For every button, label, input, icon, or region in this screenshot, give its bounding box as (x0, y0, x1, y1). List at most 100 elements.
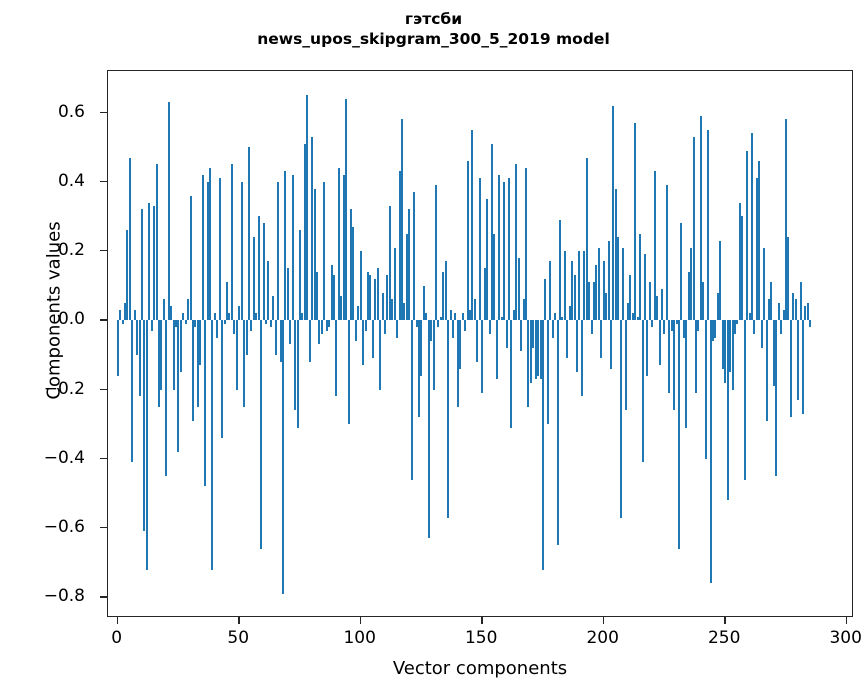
bar (128, 157, 131, 321)
x-tick-label: 300 (829, 628, 862, 648)
bar (665, 185, 668, 321)
bar (782, 309, 785, 321)
bar (585, 157, 588, 321)
y-tick-label: −0.8 (43, 586, 85, 607)
bar (420, 320, 423, 376)
bar (133, 309, 136, 321)
bar (320, 320, 323, 335)
bar (503, 181, 506, 321)
bar (488, 320, 491, 335)
bar (590, 320, 593, 335)
bar (792, 292, 795, 321)
bar (126, 230, 129, 321)
bar (750, 133, 753, 321)
bar (294, 320, 297, 411)
bar (663, 320, 666, 335)
bar (575, 320, 578, 373)
bar (517, 257, 520, 321)
bar (797, 320, 800, 400)
bar (274, 320, 277, 355)
bar (255, 313, 258, 321)
bar (367, 271, 369, 321)
bar (639, 233, 642, 321)
bar (250, 320, 253, 331)
bar (362, 320, 365, 366)
bar (656, 296, 659, 321)
bar (712, 320, 715, 342)
bar (619, 320, 622, 518)
bar (653, 171, 656, 321)
bar (612, 105, 615, 321)
bar (614, 188, 617, 321)
bar (765, 320, 768, 421)
bar (121, 320, 124, 324)
bar (748, 313, 751, 321)
bar (726, 320, 729, 501)
bar (192, 320, 195, 421)
bar (573, 275, 576, 321)
bar (408, 209, 411, 321)
bar (379, 320, 382, 390)
bar (286, 268, 289, 321)
bar (401, 119, 404, 321)
y-axis-label: Components values (43, 221, 65, 400)
bar (325, 320, 328, 331)
bar (247, 147, 250, 321)
bar (452, 320, 455, 338)
bar (702, 282, 705, 321)
bar (471, 129, 474, 321)
bar (755, 178, 758, 321)
bar (141, 209, 144, 321)
bar (505, 320, 508, 348)
bar (252, 237, 255, 321)
bar (238, 306, 241, 321)
bar (605, 292, 608, 321)
bar (172, 320, 175, 390)
bar (257, 216, 260, 321)
bar (301, 313, 304, 321)
bar (386, 275, 389, 321)
bar (119, 309, 122, 321)
y-tick-mark (100, 111, 107, 113)
bar (427, 320, 430, 539)
bar (243, 320, 246, 407)
bar (456, 320, 459, 407)
bar (687, 271, 690, 321)
bar (291, 174, 294, 321)
bar (529, 320, 532, 383)
bar (600, 320, 603, 359)
bar (160, 320, 163, 390)
y-tick-label: −0.2 (43, 378, 85, 399)
bar (507, 178, 510, 321)
bar (736, 320, 739, 324)
bar (439, 316, 442, 321)
bar (758, 161, 761, 321)
bar (704, 320, 707, 459)
bar (459, 320, 462, 369)
bar (571, 261, 574, 321)
bar (359, 251, 362, 321)
bar (534, 320, 537, 380)
bar (277, 181, 280, 321)
bar (340, 296, 343, 321)
bar (721, 320, 724, 369)
bar (648, 282, 651, 321)
x-tick-label: 0 (111, 628, 123, 648)
bar (391, 299, 394, 321)
bar (617, 237, 620, 321)
bar (430, 320, 433, 342)
bar (262, 223, 265, 321)
bar (369, 275, 372, 321)
bar (634, 122, 637, 321)
bar (204, 320, 207, 487)
bar (410, 320, 413, 480)
bar (558, 219, 561, 321)
bar (403, 302, 406, 321)
bar (381, 292, 384, 321)
bar (644, 254, 647, 321)
x-tick-label: 250 (707, 628, 741, 648)
bar (413, 192, 416, 321)
bar (347, 320, 350, 425)
bar (354, 320, 357, 342)
bar (303, 143, 306, 321)
